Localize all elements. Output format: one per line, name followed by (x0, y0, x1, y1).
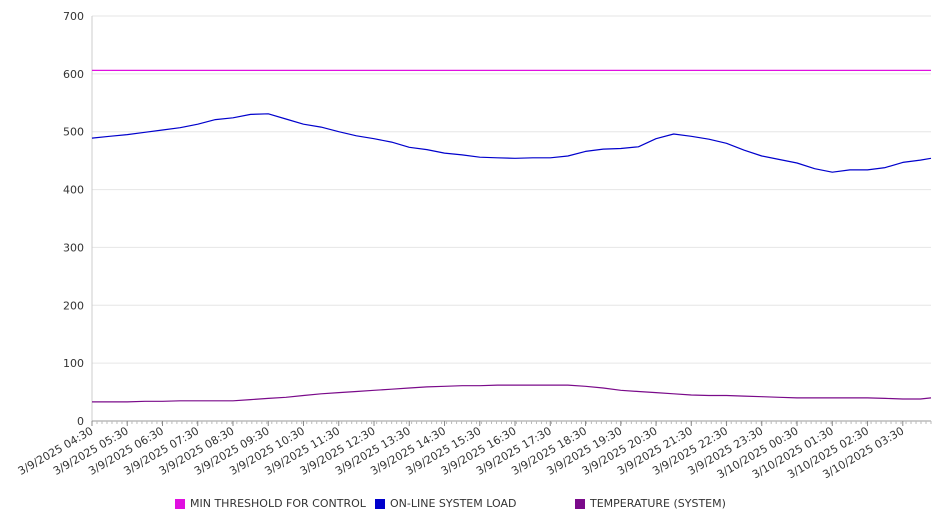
legend-item-temperature: TEMPERATURE (SYSTEM) (575, 497, 726, 510)
legend: MIN THRESHOLD FOR CONTROL ON-LINE SYSTEM… (0, 497, 946, 515)
y-tick-label-0: 0 (77, 415, 84, 428)
axes (91, 16, 932, 426)
legend-item-threshold: MIN THRESHOLD FOR CONTROL (175, 497, 366, 510)
y-tick-label-700: 700 (63, 10, 84, 23)
legend-item-load: ON-LINE SYSTEM LOAD (375, 497, 516, 510)
y-tick-label-400: 400 (63, 184, 84, 197)
series-lines (91, 69, 932, 403)
grid-lines (92, 15, 931, 364)
series-line-1 (91, 113, 932, 173)
legend-label-temperature: TEMPERATURE (SYSTEM) (590, 497, 726, 510)
legend-swatch-threshold (175, 498, 185, 509)
legend-label-threshold: MIN THRESHOLD FOR CONTROL (190, 497, 366, 510)
y-tick-label-200: 200 (63, 299, 84, 312)
legend-label-load: ON-LINE SYSTEM LOAD (390, 497, 517, 510)
y-tick-label-300: 300 (63, 241, 84, 254)
y-tick-label-500: 500 (63, 126, 84, 139)
legend-swatch-temperature (575, 498, 585, 509)
legend-swatch-load (375, 498, 385, 509)
y-tick-label-100: 100 (63, 357, 84, 370)
y-tick-label-600: 600 (63, 68, 84, 81)
series-line-2 (92, 384, 932, 403)
